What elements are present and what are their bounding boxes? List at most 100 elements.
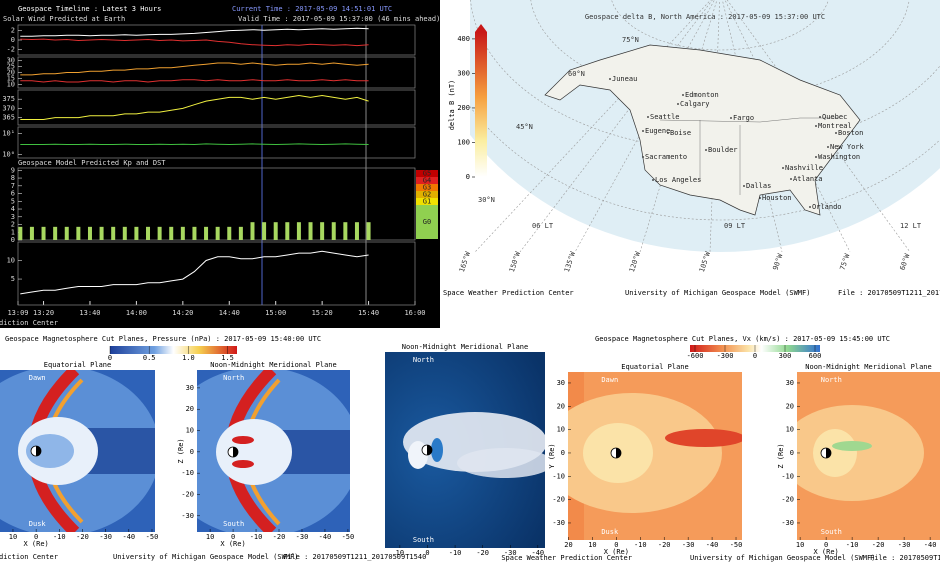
city-label: Montreal [818, 122, 852, 130]
city-marker [682, 94, 684, 96]
x-tick-label: 15:20 [312, 309, 333, 317]
vx-footer: University of Michigan Geospace Model (S… [690, 554, 875, 562]
colorbar-tick-label: 300 [779, 352, 792, 360]
kp-bar [250, 222, 255, 240]
decoration [232, 436, 254, 444]
y-tick-label: 365 [2, 114, 15, 122]
local-time-label: 09 LT [724, 222, 746, 230]
x-tick-label: -30 [682, 541, 695, 549]
pressure-footer: File : 20170509T1211_20170509T1540 [283, 553, 426, 561]
x-tick-label: 0 [34, 533, 38, 541]
x-tick-label: 14:40 [219, 309, 240, 317]
storm-label: G0 [423, 218, 431, 226]
local-time-label: 12 LT [900, 222, 922, 230]
city-label: Boulder [708, 146, 738, 154]
y-tick-label: 7 [11, 182, 15, 190]
decoration [26, 434, 74, 468]
y-tick-label: 4 [11, 205, 15, 213]
y-tick-label: 10 [7, 257, 15, 265]
city-marker [730, 117, 732, 119]
series-line [20, 250, 369, 295]
storm-label: G2 [423, 191, 431, 199]
y-axis-label: Z (Re) [177, 438, 185, 463]
x-axis-label: X (Re) [220, 540, 245, 548]
x-tick-label: -20 [76, 533, 89, 541]
map-colorbar [475, 32, 487, 177]
city-marker [815, 125, 817, 127]
storm-label: G1 [423, 198, 431, 206]
x-tick-label: 0 [231, 533, 235, 541]
vx-footer: File : 20170509T1211_20170509T1545 [870, 554, 940, 562]
city-label: Washington [818, 153, 860, 161]
city-label: Houston [762, 194, 792, 202]
plot-title: Equatorial Plane [44, 361, 111, 369]
kp-bar [111, 226, 116, 240]
timeline-title: Geospace Timeline : Latest 3 Hours [18, 5, 161, 13]
y-tick-label: 10¹ [2, 129, 15, 137]
kp-bar [227, 226, 232, 240]
x-tick-label: 16:00 [404, 309, 425, 317]
region-label: Dawn [601, 376, 618, 384]
decoration [30, 445, 42, 457]
decoration [611, 0, 829, 51]
kp-bar [238, 226, 243, 240]
x-tick-label: 0 [824, 541, 828, 549]
colorbar-tick-label: -300 [717, 352, 734, 360]
x-axis-label: X (Re) [604, 548, 629, 556]
x-tick-label: -40 [706, 541, 719, 549]
city-label: Orlando [812, 203, 842, 211]
kp-bar [180, 226, 185, 240]
x-tick-label: -10 [449, 549, 462, 557]
y-axis-label: Y (Re) [548, 443, 556, 468]
city-label: Edmonton [685, 91, 719, 99]
city-label: Sacramento [645, 153, 687, 161]
y-tick-label: 8 [11, 174, 15, 182]
decoration [421, 444, 433, 456]
decoration [519, 0, 713, 252]
colorbar-cap [475, 24, 487, 32]
y-tick-label: 30 [7, 57, 15, 65]
colorbar-tick-label: -600 [687, 352, 704, 360]
city-marker [835, 132, 837, 134]
y-tick-label: 0 [11, 36, 15, 44]
decoration [724, 0, 851, 252]
model-title: Geospace Model Predicted Kp and DST [18, 159, 166, 167]
decoration [797, 405, 924, 501]
y-tick-label: 20 [557, 402, 565, 410]
x-tick-label: 0 [614, 541, 618, 549]
map-area [470, 0, 940, 252]
longitude-label: 60°W [899, 252, 912, 271]
x-tick-label: -40 [924, 541, 937, 549]
city-label: Los Angeles [655, 176, 701, 184]
y-tick-label: 25 [7, 63, 15, 71]
city-marker [819, 116, 821, 118]
storm-level [416, 198, 438, 205]
pressure-footer: University of Michigan Geospace Model (S… [113, 553, 298, 561]
longitude-label: 105°W [698, 250, 712, 273]
y-tick-label: 1 [11, 228, 15, 236]
map-footer: Space Weather Prediction Center [443, 289, 574, 297]
kp-bar [285, 222, 290, 240]
y-tick-label: 10 [557, 426, 565, 434]
city-label: Quebec [822, 113, 847, 121]
colorbar-tick-label: 1.5 [221, 354, 234, 362]
city-marker [642, 130, 644, 132]
city-label: Boston [838, 129, 863, 137]
y-tick-label: 0 [11, 236, 15, 244]
region-label: Dusk [601, 528, 619, 536]
kp-bar [122, 226, 127, 240]
kp-bar [18, 226, 23, 240]
local-time-label: 06 LT [532, 222, 554, 230]
city-marker [790, 178, 792, 180]
region-label: Dusk [29, 520, 47, 528]
kp-bar [169, 226, 174, 240]
decoration [457, 448, 545, 478]
x-tick-label: 15:00 [265, 309, 286, 317]
y-tick-label: -20 [781, 496, 794, 504]
kp-bar [296, 222, 301, 240]
latitude-label: 75°N [622, 36, 639, 44]
y-tick-label: 5 [11, 275, 15, 283]
city-label: New York [830, 143, 865, 151]
y-tick-label: -10 [781, 472, 794, 480]
